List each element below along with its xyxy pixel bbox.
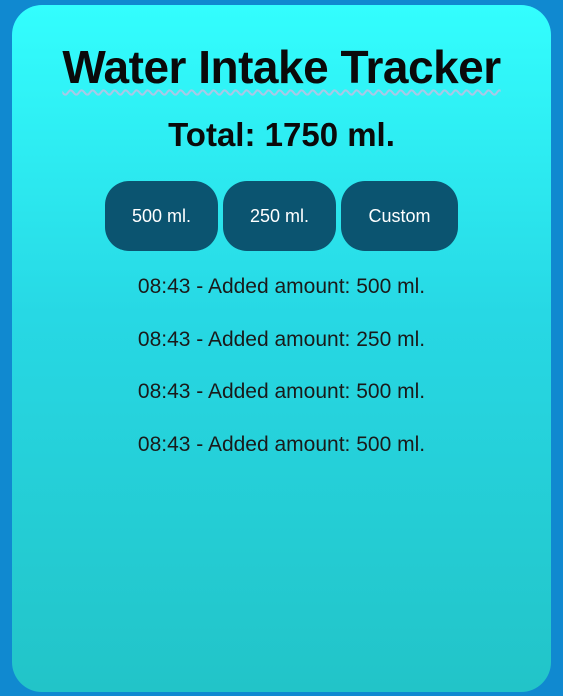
log-entry: 08:43 - Added amount: 500 ml. bbox=[137, 432, 426, 456]
log-entry: 08:43 - Added amount: 500 ml. bbox=[137, 380, 426, 403]
amount-buttons: 500 ml. 250 ml. Custom bbox=[12, 181, 551, 251]
tracker-card: Water Intake Tracker Total: 1750 ml. 500… bbox=[12, 5, 551, 692]
log-entry: 08:43 - Added amount: 250 ml. bbox=[137, 327, 426, 351]
add-custom-button[interactable]: Custom bbox=[341, 181, 458, 251]
log-entry: 08:43 - Added amount: 500 ml. bbox=[137, 275, 426, 298]
add-250-button[interactable]: 250 ml. bbox=[223, 181, 336, 251]
page-title-text: Water Intake Tracker bbox=[62, 41, 501, 93]
add-500-button[interactable]: 500 ml. bbox=[105, 181, 218, 251]
total-amount: Total: 1750 ml. bbox=[168, 116, 395, 153]
page-title: Water Intake Tracker bbox=[12, 5, 551, 93]
intake-log: 08:43 - Added amount: 500 ml. 08:43 - Ad… bbox=[12, 273, 551, 459]
